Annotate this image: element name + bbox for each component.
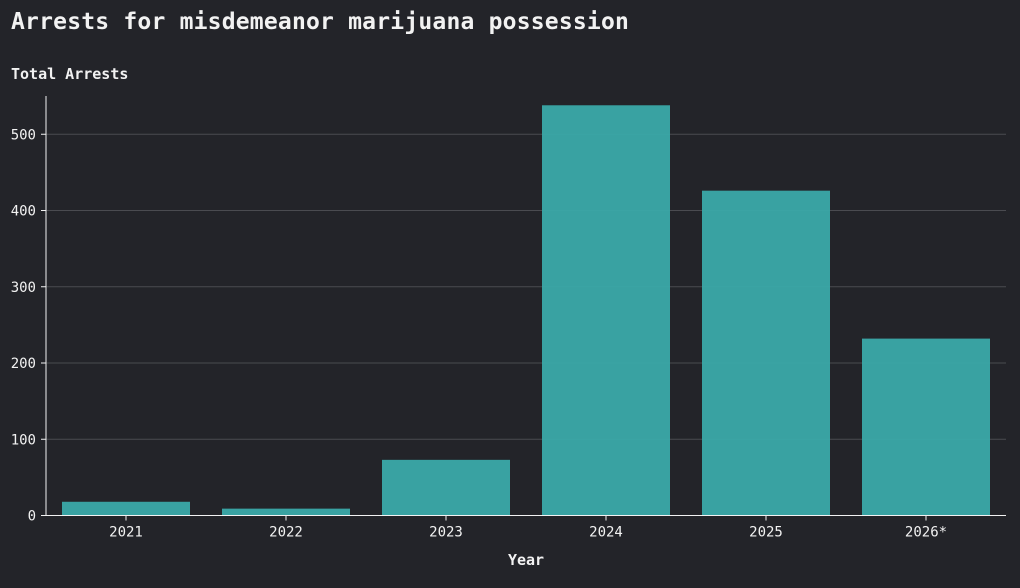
y-tick-label: 100 xyxy=(11,432,36,448)
y-tick-label: 400 xyxy=(11,204,36,220)
tick-labels: 0 100 200 300 400 500 2021 2022 2023 2024 2025 2026… xyxy=(11,127,947,540)
bar xyxy=(702,190,830,516)
x-tick-label: 2025 xyxy=(749,525,783,541)
y-axis-label: Total Arrests xyxy=(11,65,129,83)
x-tick-label: 2022 xyxy=(269,525,303,541)
bar xyxy=(542,105,670,516)
gridlines xyxy=(46,133,1006,440)
y-tick-label: 300 xyxy=(11,280,36,296)
y-tick-label: 0 xyxy=(28,509,36,525)
bar xyxy=(222,508,350,516)
bar xyxy=(862,338,990,516)
x-tick-label: 2023 xyxy=(429,525,463,541)
axes xyxy=(41,96,1006,521)
chart-title: Arrests for misdemeanor marijuana posses… xyxy=(11,9,630,35)
bar xyxy=(62,501,190,516)
bar xyxy=(382,459,510,516)
y-tick-label: 200 xyxy=(11,356,36,372)
x-tick-label: 2024 xyxy=(589,525,623,541)
bars xyxy=(62,105,990,516)
y-tick-label: 500 xyxy=(11,127,36,143)
x-tick-label: 2026* xyxy=(905,525,947,541)
x-axis-label: Year xyxy=(508,551,544,569)
x-tick-label: 2021 xyxy=(109,525,143,541)
